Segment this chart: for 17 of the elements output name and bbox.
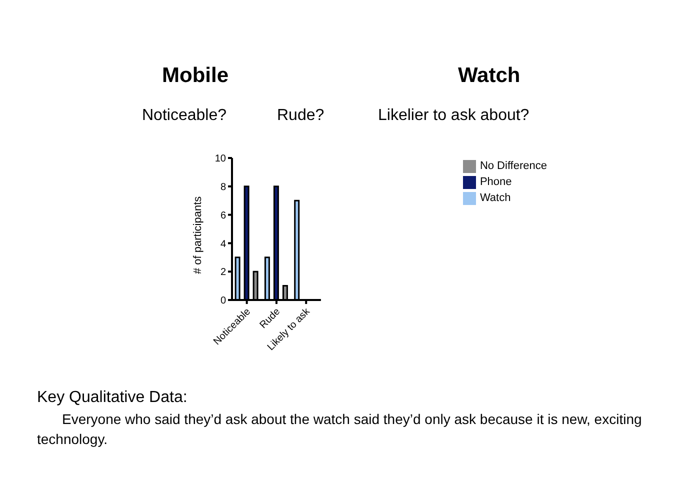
text: Likelier to ask about? [378,107,530,125]
text: Key Qualitative Data: [37,389,188,407]
y-tick-label: 8 [220,182,226,193]
legend-label: Watch [480,192,511,204]
legend-label: No Difference [480,160,547,172]
text: Everyone who said they’d ask about the watch said they’d only ask because it is new, exciting technology. [37,410,643,449]
y-tick-label: 4 [220,238,226,250]
legend-label: Phone [480,176,512,188]
y-axis-title: # of participants [192,196,204,274]
y-tick-label: 2 [220,267,226,278]
text: Noticeable? [142,107,226,125]
text: Rude? [277,107,324,125]
y-tick-label: 6 [220,210,226,222]
text: Watch [458,64,520,88]
y-tick-label: 0 [220,296,226,307]
text: Mobile [162,64,228,88]
y-tick-label: 10 [214,154,226,165]
